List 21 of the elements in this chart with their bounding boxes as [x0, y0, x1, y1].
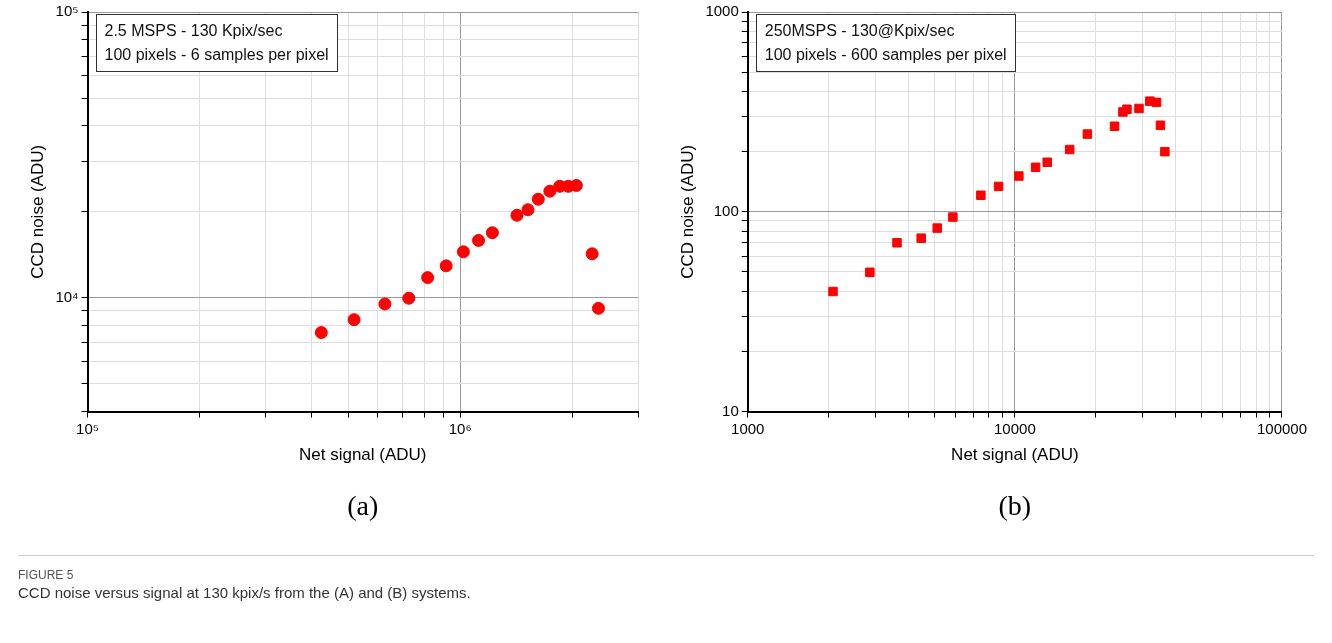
- y-axis-title: CCD noise (ADU): [27, 144, 47, 279]
- y-tick-label: 100: [713, 201, 739, 219]
- x-tick-label: 100000: [1256, 419, 1307, 437]
- x-tick-label: 10⁶: [448, 419, 472, 437]
- annotation: 250MSPS - 130@Kpix/sec: [764, 21, 956, 41]
- x-axis-title: Net signal (ADU): [298, 445, 427, 465]
- x-tick-label: 10⁵: [76, 419, 99, 437]
- caption: FIGURE 5: [18, 568, 75, 582]
- text: (a): [346, 490, 380, 522]
- text: CCD noise versus signal at 130 kpix/s from the (A) and (B) systems.: [18, 584, 472, 601]
- y-tick-label: 1000: [705, 2, 739, 20]
- annotation: 100 pixels - 600 samples per pixel: [764, 45, 1007, 65]
- annotation: 2.5 MSPS - 130 Kpix/sec: [104, 21, 284, 41]
- y-tick-label: 10⁴: [55, 287, 79, 305]
- y-tick-label: 10: [722, 401, 739, 419]
- annotation: 100 pixels - 6 samples per pixel: [104, 45, 329, 65]
- text: (b): [997, 490, 1033, 522]
- x-axis-title: Net signal (ADU): [951, 445, 1079, 465]
- y-axis-title: CCD noise (ADU): [677, 144, 697, 279]
- x-tick-label: 1000: [731, 419, 765, 437]
- x-tick-label: 10000: [994, 419, 1036, 437]
